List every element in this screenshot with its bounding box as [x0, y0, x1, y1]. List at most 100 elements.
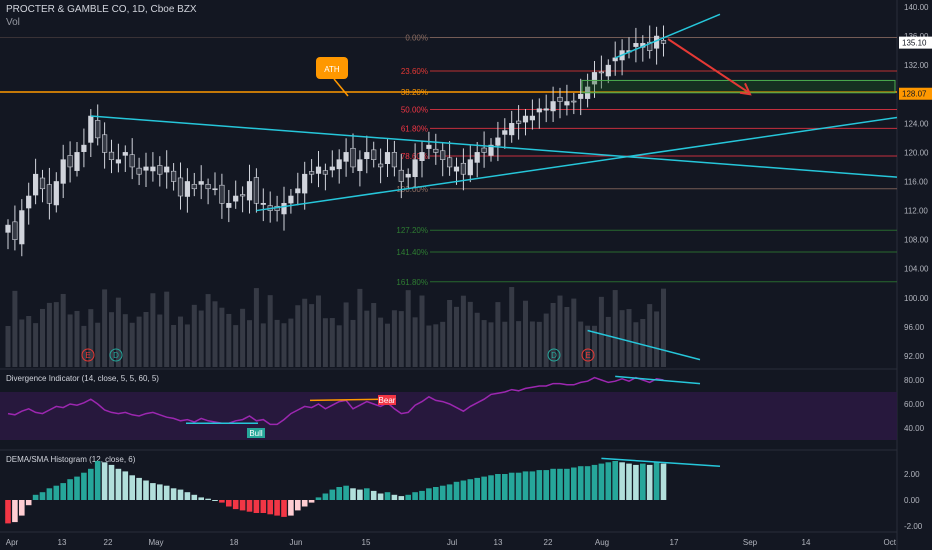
candle-body	[295, 188, 301, 194]
volume-bar	[371, 303, 377, 367]
candle-body	[212, 188, 218, 191]
histogram-bar	[205, 498, 211, 500]
histogram-bar	[260, 500, 267, 513]
volume-bar	[60, 293, 66, 367]
candle-body	[308, 171, 315, 175]
candle-body	[502, 130, 508, 135]
histogram-bar	[577, 466, 584, 500]
histogram-bar	[12, 500, 18, 523]
chart-title: PROCTER & GAMBLE CO, 1D, Cboe BZX	[6, 4, 197, 15]
histogram-bar	[288, 500, 294, 516]
volume-bar	[523, 300, 528, 367]
candle-body	[557, 96, 563, 102]
histogram-bar	[605, 462, 612, 500]
candle-body	[543, 108, 549, 111]
candle-body	[536, 108, 542, 113]
candle-body	[591, 72, 598, 85]
candle-body	[377, 163, 384, 168]
candle-body	[115, 159, 121, 164]
ath-callout-pointer	[333, 78, 349, 97]
candle-body	[150, 166, 156, 172]
ath-callout-label: ATH	[324, 65, 340, 74]
volume-bar	[33, 323, 39, 367]
volume-bar	[295, 305, 301, 367]
histogram-bar	[74, 476, 80, 500]
candle-body	[281, 202, 287, 215]
histogram-bar	[157, 484, 163, 500]
histogram-bar	[274, 500, 280, 516]
histogram-bar	[94, 461, 101, 500]
volume-bar	[26, 315, 32, 367]
volume-bar	[219, 307, 225, 367]
volume-bar	[233, 325, 239, 367]
projection-arrow	[667, 38, 749, 93]
histogram-bar	[143, 480, 149, 500]
volume-bar	[536, 321, 542, 367]
volume-bar	[260, 323, 266, 367]
histogram-bar	[543, 470, 549, 500]
fib-level-label: 100.00%	[396, 185, 428, 194]
candle-body	[108, 151, 115, 160]
bearish-divergence-line	[309, 398, 387, 402]
histogram-tick-label: 0.00	[904, 496, 920, 505]
candle-body	[240, 194, 246, 197]
candle-body	[391, 152, 398, 168]
candle-body	[474, 152, 480, 163]
divergence-tick-label: 40.00	[904, 424, 925, 433]
histogram-bar	[419, 490, 425, 500]
time-tick-label: 15	[362, 538, 371, 547]
candle-body	[288, 195, 294, 204]
candle-body	[177, 177, 184, 197]
histogram-bar	[398, 496, 405, 500]
candle-body	[550, 101, 556, 112]
candle-body	[329, 166, 335, 171]
histogram-trendline	[601, 457, 721, 467]
candle-body	[136, 167, 142, 175]
candle-body	[412, 159, 418, 178]
divergence-tick-label: 80.00	[904, 376, 925, 385]
histogram-bar	[522, 471, 529, 500]
histogram-bar	[453, 481, 460, 500]
candle-body	[157, 165, 163, 175]
trendline	[587, 329, 701, 361]
candle-body	[660, 40, 667, 44]
histogram-bar	[315, 497, 322, 500]
histogram-bar	[557, 468, 563, 500]
histogram-bar	[212, 500, 218, 501]
price-tick-label: 104.00	[904, 265, 929, 274]
candle-body	[578, 93, 584, 99]
marked-level-label: 128.07	[902, 90, 927, 99]
time-tick-label: Sep	[743, 538, 758, 547]
time-tick-label: 22	[104, 538, 113, 547]
candle-body	[433, 148, 439, 153]
histogram-bar	[122, 471, 129, 500]
candle-body	[39, 177, 46, 190]
candle-body	[253, 177, 260, 204]
volume-bar	[550, 302, 556, 367]
volume-bar	[143, 311, 149, 367]
candle-body	[46, 184, 52, 204]
histogram-bar	[646, 464, 653, 500]
histogram-bar	[384, 492, 391, 500]
candle-body	[184, 181, 191, 197]
candle-body	[102, 134, 108, 153]
histogram-bar	[550, 468, 556, 500]
candle-body	[350, 147, 356, 168]
histogram-bar	[295, 500, 301, 511]
histogram-bar	[150, 483, 156, 500]
histogram-bar	[60, 483, 66, 500]
trendline	[256, 116, 898, 212]
histogram-bar	[412, 492, 418, 500]
price-tick-label: 140.00	[904, 3, 929, 12]
candle-body	[488, 144, 494, 156]
volume-bar	[440, 321, 446, 367]
histogram-bar	[343, 485, 349, 500]
time-tick-label: 18	[230, 538, 239, 547]
histogram-bar	[426, 488, 432, 500]
histogram-bar	[267, 500, 273, 515]
volume-bar	[585, 325, 591, 367]
volume-bar	[12, 290, 18, 367]
price-tick-label: 96.00	[904, 323, 925, 332]
histogram-bar	[370, 490, 377, 500]
